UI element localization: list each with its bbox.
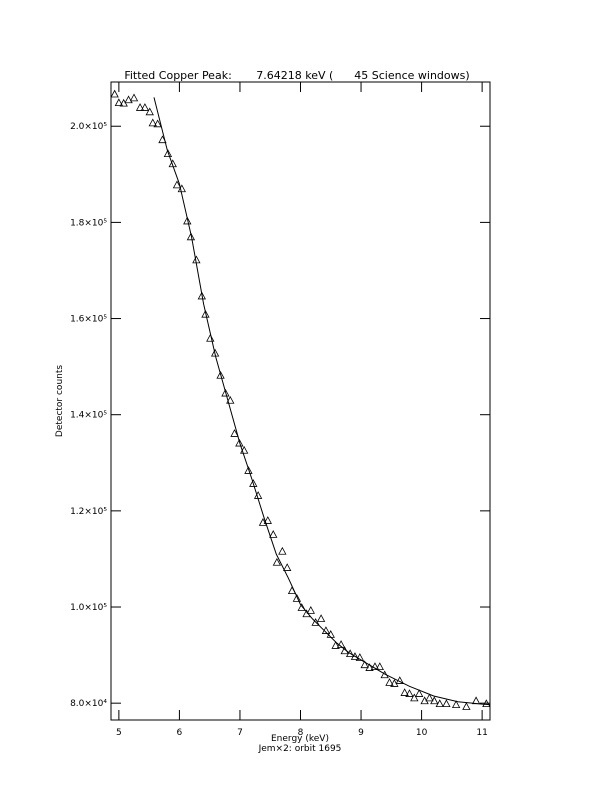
y-axis-label: Detector counts	[55, 365, 65, 437]
data-point	[206, 333, 215, 342]
data-point	[292, 593, 302, 602]
data-point	[201, 309, 210, 318]
data-point	[345, 649, 355, 658]
data-point	[331, 641, 340, 649]
data-point	[482, 699, 491, 708]
x-tick-label: 11	[476, 728, 487, 738]
data-point	[230, 429, 239, 437]
data-point	[163, 149, 173, 158]
x-tick-label: 5	[116, 728, 122, 738]
data-point	[197, 291, 206, 300]
data-point	[153, 119, 162, 128]
data-point	[135, 103, 145, 111]
x-tick-label: 9	[358, 728, 364, 738]
data-point	[183, 216, 192, 225]
data-point	[263, 516, 272, 524]
x-tick-label: 6	[177, 728, 183, 738]
x-tick-label: 8	[298, 728, 304, 738]
data-point	[442, 699, 451, 708]
data-point	[365, 663, 374, 671]
data-point	[269, 530, 278, 538]
y-tick-label: 1.8×10⁵	[70, 218, 107, 228]
data-point	[216, 370, 225, 379]
fit-line	[153, 97, 491, 706]
data-point	[311, 618, 320, 626]
data-point	[249, 479, 258, 487]
data-point	[278, 546, 287, 555]
x-axis-label-2: Jem×2: orbit 1695	[258, 744, 342, 754]
data-point	[272, 557, 282, 566]
data-point	[226, 395, 235, 404]
y-tick-label: 2.0×10⁵	[70, 122, 107, 132]
data-point	[297, 603, 306, 611]
data-point	[336, 640, 346, 648]
data-point	[140, 103, 150, 111]
chart-title: Fitted Copper Peak: 7.64218 keV ( 45 Sci…	[124, 69, 469, 82]
y-tick-label: 1.6×10⁵	[70, 315, 107, 325]
x-tick-label: 10	[416, 728, 428, 738]
data-point	[410, 693, 419, 702]
data-point	[221, 388, 230, 397]
data-point	[244, 466, 253, 474]
data-point	[172, 180, 182, 189]
data-point	[462, 702, 471, 710]
data-point	[451, 700, 461, 708]
data-point	[425, 693, 434, 702]
y-tick-label: 8.0×10⁴	[70, 699, 107, 709]
data-point	[350, 652, 360, 660]
data-point	[186, 232, 196, 241]
y-tick-label: 1.0×10⁵	[70, 603, 107, 613]
data-point	[414, 689, 424, 697]
data-point	[435, 699, 444, 708]
data-point	[400, 688, 409, 696]
data-point	[405, 689, 414, 697]
x-tick-label: 7	[237, 728, 243, 738]
y-tick-label: 1.4×10⁵	[70, 411, 107, 421]
data-point	[355, 653, 365, 661]
data-point	[148, 118, 157, 127]
data-point	[375, 662, 384, 671]
data-point	[283, 563, 292, 571]
data-point	[430, 696, 439, 705]
data-point	[316, 614, 326, 622]
x-axis-label: Energy (keV)	[271, 734, 329, 744]
data-point	[385, 678, 394, 686]
data-point	[360, 660, 369, 669]
data-point	[114, 98, 124, 107]
y-tick-label: 1.2×10⁵	[70, 507, 107, 517]
data-point	[145, 107, 154, 116]
data-point	[370, 662, 380, 671]
data-point	[124, 95, 133, 104]
data-point	[306, 606, 315, 614]
data-point	[235, 438, 244, 447]
data-point	[110, 89, 119, 98]
data-point	[129, 93, 139, 102]
